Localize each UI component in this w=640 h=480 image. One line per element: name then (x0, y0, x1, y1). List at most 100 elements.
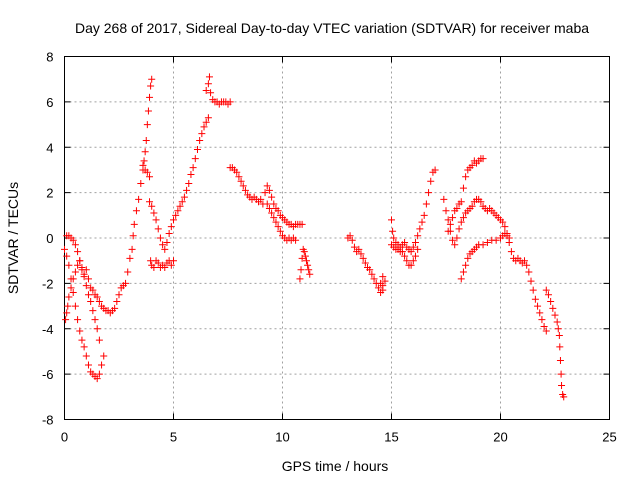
y-tick-label: -4 (42, 322, 54, 337)
y-tick-label: 2 (46, 186, 53, 201)
data-point (388, 216, 395, 224)
data-point (176, 202, 184, 210)
data-point (449, 236, 457, 244)
data-point (542, 327, 550, 335)
data-points (61, 73, 568, 401)
data-point (202, 87, 210, 95)
data-point (142, 136, 150, 144)
data-point (477, 198, 485, 206)
data-point (167, 223, 175, 231)
data-point (468, 161, 476, 169)
data-point (425, 189, 433, 197)
data-point (300, 248, 308, 256)
series-arc-17 (514, 254, 550, 335)
data-point (64, 302, 72, 310)
data-point (507, 248, 515, 256)
data-point (74, 316, 82, 324)
data-point (167, 261, 175, 269)
data-point (74, 248, 82, 256)
data-point (71, 268, 79, 276)
data-point (163, 239, 171, 247)
data-point (196, 136, 204, 144)
data-point (560, 393, 568, 401)
data-point (302, 257, 310, 265)
data-point (529, 286, 537, 294)
data-point (544, 291, 552, 299)
data-point (431, 166, 439, 174)
data-point (468, 202, 476, 210)
data-point (542, 286, 550, 294)
data-point (135, 195, 143, 203)
data-point (449, 214, 457, 222)
data-point (427, 177, 435, 185)
data-point (407, 248, 415, 256)
data-point (553, 318, 561, 326)
data-point (459, 214, 467, 222)
series-arc-1 (61, 245, 108, 383)
data-point (198, 130, 206, 138)
data-point (556, 343, 564, 351)
data-point (455, 225, 463, 233)
data-point (82, 266, 90, 274)
series-arc-10 (344, 232, 389, 296)
data-point (111, 304, 119, 312)
data-point (146, 93, 154, 101)
x-tick-label: 15 (384, 430, 398, 445)
data-point (67, 284, 75, 292)
data-point (268, 193, 276, 201)
data-point (159, 241, 167, 249)
data-point (453, 205, 461, 213)
data-point (143, 168, 151, 176)
data-point (170, 216, 177, 224)
data-point (202, 118, 210, 126)
data-point (457, 275, 465, 283)
data-point (520, 257, 528, 265)
data-point (69, 275, 77, 283)
data-point (263, 182, 271, 190)
data-point (462, 173, 470, 181)
data-point (499, 218, 507, 226)
data-point (237, 177, 245, 185)
data-point (505, 234, 513, 242)
data-point (146, 198, 154, 206)
data-point (292, 236, 300, 244)
data-point (156, 234, 164, 242)
data-point (139, 161, 147, 169)
data-point (74, 261, 82, 269)
series-arc-4 (139, 161, 177, 271)
data-point (304, 261, 312, 269)
data-point (540, 322, 548, 330)
data-point (193, 146, 201, 154)
data-point (174, 207, 182, 215)
data-point (381, 277, 389, 285)
data-point (150, 209, 158, 217)
data-point (178, 198, 186, 206)
data-point (547, 298, 555, 306)
data-point (62, 316, 70, 324)
data-point (403, 257, 411, 265)
data-point (78, 336, 86, 344)
data-point (457, 198, 465, 206)
axis-ticks: 0 5 10 15 20 25 -8 -6 -4 -2 0 2 4 6 8 (42, 50, 617, 445)
data-point (444, 227, 452, 235)
data-point (527, 277, 535, 285)
data-point (523, 261, 531, 269)
data-point (95, 336, 103, 344)
data-point (129, 232, 137, 240)
data-point (80, 270, 88, 278)
data-point (180, 193, 188, 201)
data-point (296, 275, 304, 283)
series-arc-15 (444, 155, 487, 235)
data-point (370, 275, 378, 283)
series-arc-11 (377, 273, 387, 294)
series-arc-16 (457, 229, 513, 283)
data-point (558, 381, 566, 389)
data-point (207, 89, 215, 97)
data-point (306, 270, 314, 278)
series-arc-18 (542, 286, 568, 401)
data-point (479, 241, 487, 249)
data-point (420, 211, 428, 219)
data-point (82, 282, 90, 290)
data-point (87, 298, 95, 306)
data-point (91, 316, 99, 324)
